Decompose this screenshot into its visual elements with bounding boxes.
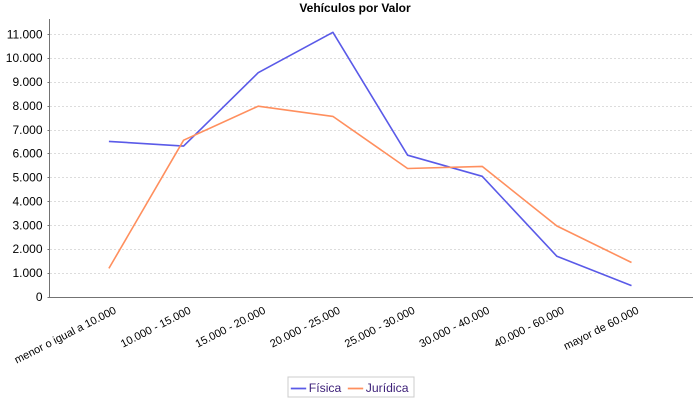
svg-text:0: 0 — [36, 290, 43, 304]
svg-text:5.000: 5.000 — [12, 171, 42, 185]
svg-text:2.000: 2.000 — [12, 242, 42, 256]
svg-text:7.000: 7.000 — [12, 123, 42, 137]
svg-text:10.000: 10.000 — [6, 51, 43, 65]
svg-text:6.000: 6.000 — [12, 147, 42, 161]
svg-text:8.000: 8.000 — [12, 99, 42, 113]
svg-text:1.000: 1.000 — [12, 266, 42, 280]
svg-text:Vehículos por Valor: Vehículos por Valor — [299, 1, 411, 15]
svg-text:11.000: 11.000 — [7, 27, 43, 41]
svg-text:3.000: 3.000 — [12, 218, 42, 232]
svg-text:9.000: 9.000 — [12, 75, 42, 89]
svg-text:Jurídica: Jurídica — [366, 381, 409, 395]
svg-text:Física: Física — [309, 381, 342, 395]
svg-text:4.000: 4.000 — [12, 195, 42, 209]
